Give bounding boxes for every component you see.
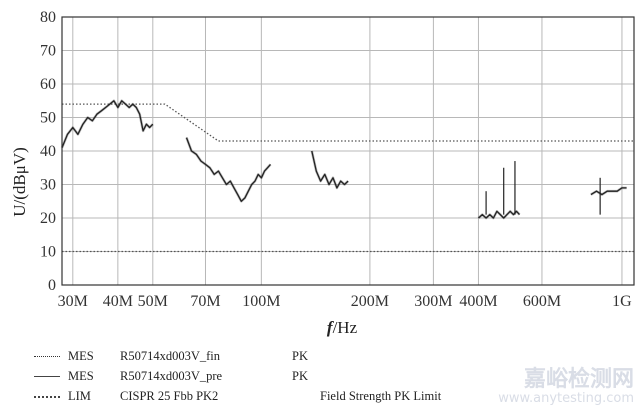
x-tick-label: 1G [612,293,632,310]
x-tick-label: 400M [459,293,497,310]
dotted-line-icon [34,396,60,398]
solid-line-icon [34,376,60,377]
legend-extra: Field Strength PK Limit [320,389,442,403]
trace-segment [590,187,627,196]
grid [62,16,634,286]
trace-segment [61,100,154,148]
legend-detector: PK [292,369,308,383]
trace-segment [311,150,349,189]
x-tick-label: 50M [138,293,168,310]
legend-name: R50714xd003V_fin [120,349,220,363]
plot-frame [61,16,635,286]
x-tick-label: 600M [523,293,561,310]
watermark-url: www.anytesting.com [498,391,634,406]
x-tick-labels: 30M 40M 50M 70M 100M 200M 300M 400M 600M 1G [58,293,632,310]
trace-segment [185,137,271,202]
y-tick-label: 20 [40,210,56,227]
watermark: 嘉峪检测网 www.anytesting.com [498,368,634,406]
y-tick-label: 30 [40,177,56,194]
legend-name: R50714xd003V_pre [120,369,223,383]
watermark-text: 嘉峪检测网 [523,367,634,392]
trace-band [60,99,154,149]
y-tick-label: 60 [40,76,56,93]
trace-segment [478,210,520,219]
legend-detector: PK [292,349,308,363]
legend-name: CISPR 25 Fbb PK2 [120,389,219,403]
legend-type: LIM [68,389,91,403]
y-tick-labels: 0 10 20 30 40 50 60 70 80 [40,9,56,294]
y-tick-label: 0 [48,277,56,294]
x-tick-label: 300M [414,293,452,310]
x-tick-label: 30M [58,293,88,310]
y-tick-label: 40 [40,143,56,160]
y-tick-label: 10 [40,244,56,261]
measurement-trace [60,99,627,220]
marker-line-icon [34,356,60,357]
limit-line [62,103,634,253]
y-tick-label: 50 [40,110,56,127]
y-axis-label: U/(dBμV) [10,147,29,217]
x-axis-label: f/Hz [327,318,358,337]
trace-band [185,137,272,203]
x-axis-unit: /Hz [333,318,358,337]
x-tick-label: 70M [190,293,220,310]
x-tick-label: 200M [351,293,389,310]
x-tick-label: 100M [242,293,280,310]
limit-segment [62,103,634,142]
legend-type: MES [68,349,94,363]
legend-type: MES [68,369,94,383]
y-tick-label: 70 [40,43,56,60]
x-tick-label: 40M [103,293,133,310]
x-axis-variable: f [327,318,335,337]
y-tick-label: 80 [40,9,56,26]
